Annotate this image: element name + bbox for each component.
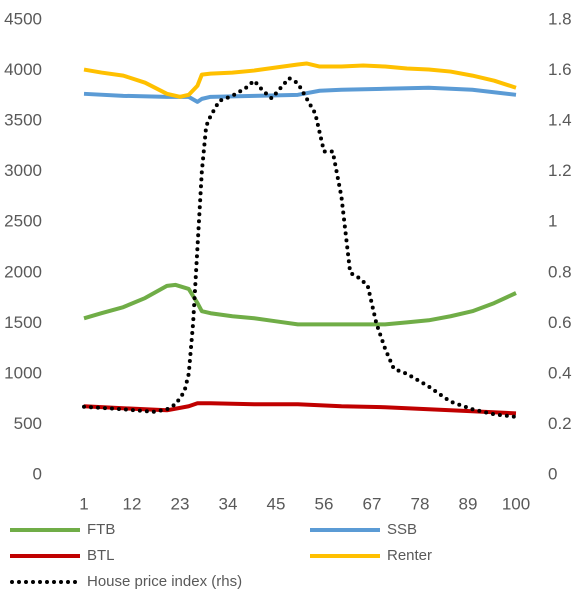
y-tick-label: 2500 (4, 212, 42, 231)
x-tick-label: 78 (411, 494, 430, 513)
y-tick-label: 3000 (4, 161, 42, 180)
y2-tick-label: 1.4 (548, 111, 572, 130)
y2-tick-label: 1.6 (548, 60, 572, 79)
x-tick-label: 1 (79, 494, 88, 513)
y-tick-label: 1000 (4, 363, 42, 382)
x-tick-label: 67 (363, 494, 382, 513)
legend-label: FTB (87, 521, 115, 538)
y2-tick-label: 1.8 (548, 9, 572, 28)
series-line (83, 282, 517, 327)
series-line (82, 76, 518, 419)
y-tick-label: 500 (14, 414, 42, 433)
y-tick-label: 0 (33, 464, 42, 483)
y2-tick-label: 1.2 (548, 161, 572, 180)
series-line (83, 61, 517, 99)
y2-tick-label: 0.6 (548, 313, 572, 332)
y-tick-label: 4500 (4, 9, 42, 28)
x-tick-label: 89 (459, 494, 478, 513)
x-tick-label: 12 (123, 494, 142, 513)
y2-tick-label: 1 (548, 212, 557, 231)
legend-label: BTL (87, 547, 115, 564)
y2-tick-label: 0.2 (548, 414, 572, 433)
x-tick-label: 34 (219, 494, 238, 513)
series-line (83, 401, 517, 416)
y2-tick-label: 0.4 (548, 363, 572, 382)
y2-tick-label: 0 (548, 464, 557, 483)
legend-label: House price index (rhs) (87, 573, 242, 590)
y2-tick-label: 0.8 (548, 262, 572, 281)
y-tick-label: 1500 (4, 313, 42, 332)
series-line (83, 85, 517, 104)
x-tick-label: 56 (315, 494, 334, 513)
x-tick-label: 23 (171, 494, 190, 513)
x-tick-label: 45 (267, 494, 286, 513)
y-tick-label: 4000 (4, 60, 42, 79)
x-tick-label: 100 (502, 494, 530, 513)
legend-label: SSB (387, 521, 417, 538)
y-tick-label: 2000 (4, 262, 42, 281)
y-tick-label: 3500 (4, 111, 42, 130)
legend-label: Renter (387, 547, 432, 564)
